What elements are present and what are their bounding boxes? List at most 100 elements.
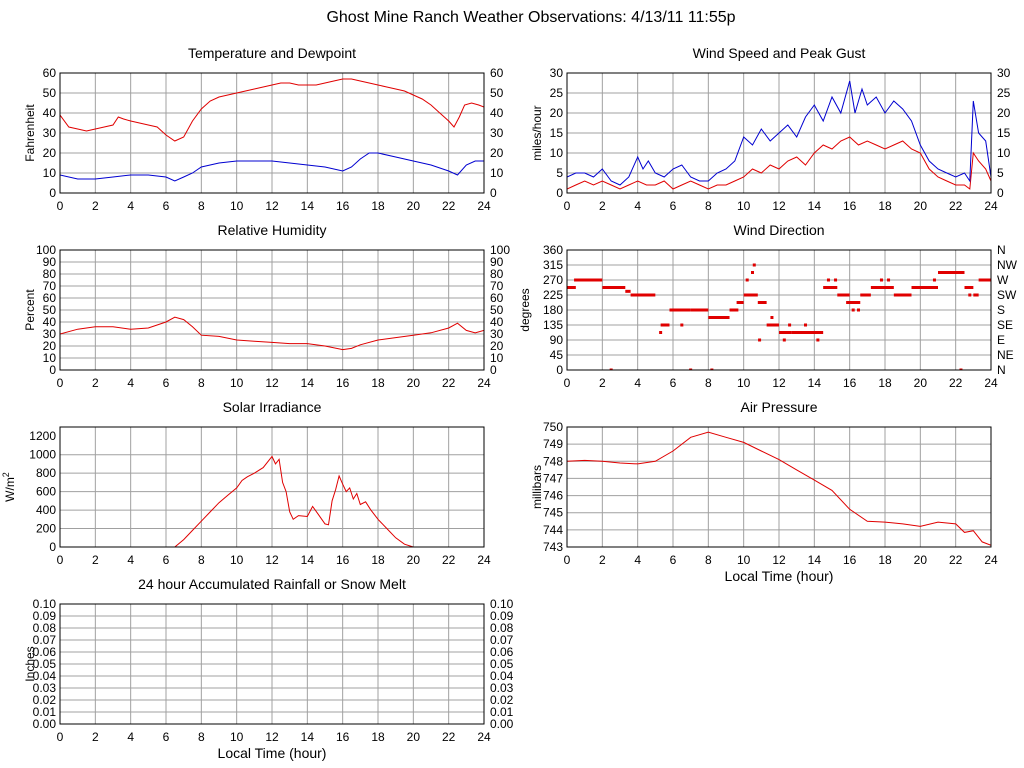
x-tick-label: 16	[336, 376, 350, 390]
wind-direction-point	[968, 293, 972, 297]
compass-label: N	[997, 363, 1006, 377]
y-tick-label: 5	[556, 166, 563, 180]
x-tick-label: 4	[634, 376, 641, 390]
y-tick-label-right: 10	[490, 351, 504, 365]
wind-direction-point	[879, 278, 883, 282]
y-tick-label-right: 0.10	[490, 597, 514, 611]
plot-frame	[59, 249, 485, 371]
x-tick-label: 12	[772, 376, 786, 390]
y-tick-label: 0.03	[33, 681, 57, 695]
y-tick-label: 270	[543, 273, 563, 287]
x-tick-label: 8	[198, 199, 205, 213]
x-tick-label: 16	[336, 730, 350, 744]
x-tick-label: 14	[301, 730, 315, 744]
y-tick-label-right: 0.08	[490, 621, 514, 635]
y-tick-label: 100	[36, 243, 56, 257]
series-group	[60, 316, 484, 351]
wind-direction-point	[782, 338, 786, 342]
x-tick-label: 10	[230, 553, 244, 567]
wind-direction-point	[932, 278, 936, 282]
x-tick-label: 24	[477, 553, 491, 567]
wind-direction-point	[710, 368, 714, 370]
x-tick-label: 8	[705, 199, 712, 213]
x-tick-label: 22	[442, 553, 456, 567]
y-tick-label: 747	[543, 471, 563, 485]
y-tick-label: 60	[43, 66, 57, 80]
y-tick-label: 0.05	[33, 657, 57, 671]
y-tick-label-right: 15	[997, 126, 1011, 140]
wind-direction-point	[834, 278, 838, 282]
y-tick-label: 40	[43, 315, 57, 329]
y-tick-label: 400	[36, 503, 56, 517]
y-tick-label-right: 25	[997, 86, 1011, 100]
x-tick-label: 16	[843, 553, 857, 567]
x-tick-label: 6	[670, 376, 677, 390]
y-tick-label: 0.07	[33, 633, 57, 647]
wind-direction-point	[857, 308, 860, 312]
x-tick-label: 18	[878, 553, 892, 567]
x-axis-label: Local Time (hour)	[218, 745, 327, 761]
compass-label: NW	[997, 258, 1018, 272]
y-tick-label-right: 60	[490, 66, 504, 80]
y-tick-label: 744	[543, 523, 563, 537]
wind-direction-point	[816, 338, 820, 342]
y-tick-label: 10	[43, 166, 57, 180]
x-tick-label: 12	[265, 553, 279, 567]
wind-direction-point	[579, 278, 583, 282]
y-tick-label: 749	[543, 437, 563, 451]
page-title: Ghost Mine Ranch Weather Observations: 4…	[326, 9, 735, 26]
x-tick-label: 20	[407, 553, 421, 567]
y-tick-label-right: 40	[490, 106, 504, 120]
x-tick-label: 4	[127, 376, 134, 390]
compass-label: SW	[997, 288, 1017, 302]
y-tick-label-right: 20	[490, 339, 504, 353]
x-tick-label: 12	[265, 730, 279, 744]
y-tick-label-right: 70	[490, 279, 504, 293]
y-tick-label: 0	[49, 363, 56, 377]
x-tick-label: 18	[371, 199, 385, 213]
y-tick-label-right: 10	[997, 146, 1011, 160]
y-tick-label: 25	[550, 86, 564, 100]
wind-direction-point	[970, 286, 974, 289]
y-tick-label-right: 50	[490, 303, 504, 317]
y-tick-label-right: 100	[490, 243, 510, 257]
x-tick-label: 24	[477, 376, 491, 390]
x-tick-label: 10	[230, 376, 244, 390]
y-tick-label: 0	[556, 186, 563, 200]
wind-direction-point	[788, 323, 792, 327]
y-tick-label: 746	[543, 489, 563, 503]
chart-title: Relative Humidity	[218, 222, 327, 238]
x-tick-label: 0	[57, 553, 64, 567]
x-tick-label: 20	[407, 730, 421, 744]
x-tick-label: 0	[564, 376, 571, 390]
y-tick-label: 0	[49, 186, 56, 200]
x-tick-label: 0	[57, 376, 64, 390]
x-tick-label: 24	[984, 553, 998, 567]
y-tick-label-right: 20	[997, 106, 1011, 120]
y-tick-label: 0.01	[33, 705, 57, 719]
wind-direction-point	[959, 368, 963, 370]
wind-direction-point	[770, 316, 774, 319]
x-tick-label: 18	[371, 376, 385, 390]
y-tick-label-right: 0.02	[490, 693, 514, 707]
series-group	[567, 80, 991, 190]
y-tick-label-right: 20	[490, 146, 504, 160]
x-tick-label: 12	[265, 199, 279, 213]
y-tick-label: 90	[550, 333, 564, 347]
x-tick-label: 22	[442, 199, 456, 213]
x-tick-label: 14	[808, 376, 822, 390]
x-tick-label: 18	[371, 553, 385, 567]
x-tick-label: 4	[127, 199, 134, 213]
y-tick-label: 0	[556, 363, 563, 377]
y-tick-label-right: 0.00	[490, 717, 514, 731]
y-tick-label: 30	[550, 66, 564, 80]
y-tick-label: 180	[543, 303, 563, 317]
y-tick-label: 800	[36, 466, 56, 480]
y-tick-label: 10	[43, 351, 57, 365]
x-tick-label: 24	[477, 730, 491, 744]
plot-frame	[566, 72, 992, 194]
x-tick-label: 22	[949, 553, 963, 567]
y-tick-label-right: 0.05	[490, 657, 514, 671]
series-line-peak-gust	[567, 80, 991, 186]
x-tick-label: 20	[914, 199, 928, 213]
